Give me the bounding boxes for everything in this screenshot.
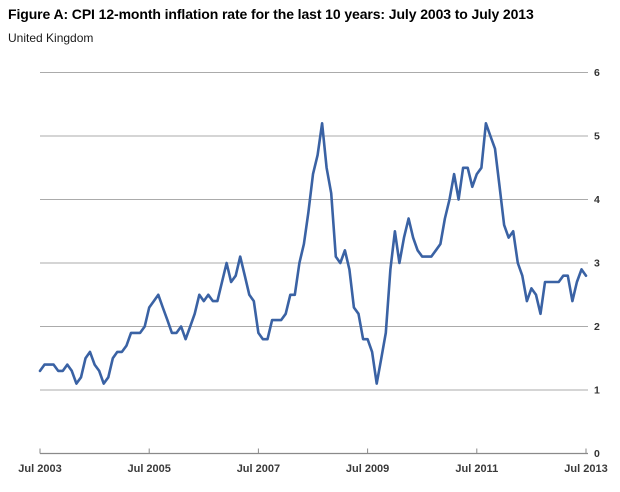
y-axis-tick-label: 0: [594, 448, 600, 460]
y-axis-tick-label: 1: [594, 385, 600, 397]
figure-title: Figure A: CPI 12-month inflation rate fo…: [8, 6, 534, 22]
x-axis-tick-label: Jul 2009: [346, 463, 389, 475]
y-axis-tick-label: 6: [594, 67, 600, 79]
x-axis-tick-label: Jul 2011: [455, 463, 498, 475]
y-axis-tick-label: 2: [594, 321, 600, 333]
y-axis-tick-label: 3: [594, 258, 600, 270]
y-axis-tick-label: 5: [594, 131, 600, 143]
x-axis-tick-label: Jul 2013: [564, 463, 607, 475]
figure-subtitle: United Kingdom: [8, 31, 94, 45]
x-axis-tick-label: Jul 2005: [127, 463, 170, 475]
x-axis-tick-label: Jul 2003: [18, 463, 61, 475]
x-axis-tick-label: Jul 2007: [237, 463, 280, 475]
y-axis-tick-label: 4: [594, 194, 600, 206]
cpi-line: [38, 122, 588, 385]
